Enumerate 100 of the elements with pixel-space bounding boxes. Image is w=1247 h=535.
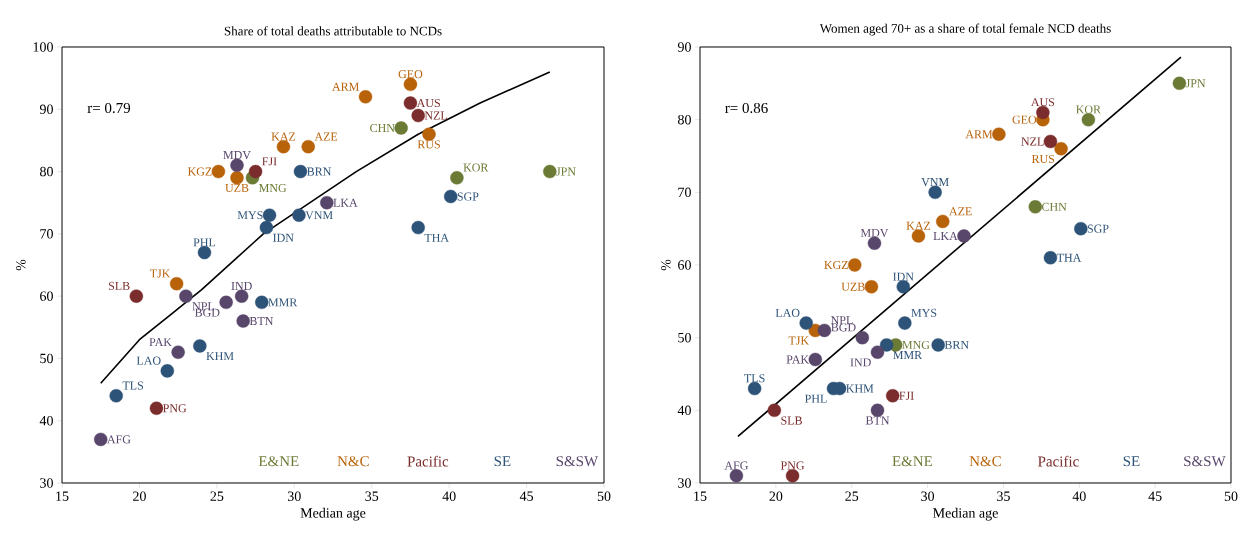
point (896, 280, 910, 294)
point (422, 127, 436, 141)
x-tick-label: 20 (769, 491, 783, 501)
point (543, 164, 557, 179)
annotation: BTN (865, 416, 890, 425)
point (957, 229, 971, 243)
point (149, 401, 164, 415)
point (171, 345, 185, 359)
annotation: THA (424, 233, 449, 242)
point (262, 208, 277, 222)
point (193, 339, 207, 353)
annotation: AZE (314, 132, 338, 141)
point (870, 345, 885, 359)
text: E&NE (892, 456, 933, 467)
annotation: AZE (949, 207, 972, 216)
annotation: FJI (262, 157, 277, 166)
point (1172, 76, 1187, 91)
x-tick-label: 50 (597, 491, 611, 501)
point (259, 220, 274, 235)
point (885, 389, 900, 403)
annotation: AUS (416, 99, 440, 108)
annotation: NPL (830, 316, 853, 325)
annotation: KAZ (271, 132, 296, 141)
point (864, 280, 879, 294)
annotation: PHL (193, 238, 216, 247)
annotation: LKA (333, 198, 358, 207)
x-tick-label: 45 (519, 491, 534, 501)
x-tick-label: 15 (694, 491, 707, 501)
point (301, 139, 315, 154)
point (1043, 251, 1058, 265)
point (879, 338, 894, 352)
point (94, 432, 108, 447)
point (444, 189, 458, 204)
point (808, 352, 823, 367)
y-tick-label: 70 (40, 229, 53, 239)
annotation: r= 0.79 (87, 102, 131, 114)
x-tick-label: 25 (845, 491, 859, 501)
point (109, 389, 123, 403)
annotation: MMR (268, 298, 298, 307)
text: N&C (969, 456, 1001, 467)
text: Pacific (407, 455, 449, 467)
point (230, 158, 244, 173)
y-tick-label: 50 (40, 353, 53, 364)
annotation: NZL (424, 111, 447, 120)
annotation: MNG (902, 340, 930, 349)
annotation: LAO (775, 308, 800, 317)
x-tick-label: 30 (921, 491, 935, 501)
annotation: PNG (163, 404, 187, 413)
annotation: FJI (899, 391, 914, 400)
y-tick-label: 80 (40, 166, 53, 177)
annotation: MYS (237, 211, 263, 220)
annotation: GEO (1012, 115, 1037, 124)
y-tick-label: 60 (40, 291, 53, 301)
point (911, 229, 926, 243)
point (129, 289, 144, 303)
annotation: MDV (860, 228, 889, 237)
annotation: KOR (463, 163, 489, 172)
annotation: TLS (122, 381, 144, 390)
annotation: BGD (831, 323, 856, 332)
annotation: AUS (1030, 98, 1055, 107)
annotation: IDN (893, 272, 914, 281)
annotation: UZB (225, 184, 249, 192)
y-tick-label: 40 (677, 405, 691, 416)
y-tick-label: 90 (39, 104, 53, 115)
annotation: AFG (724, 461, 749, 470)
annotation: r= 0.86 (725, 102, 768, 114)
x-tick-label: 40 (1072, 491, 1086, 501)
annotation: VNM (305, 211, 333, 220)
annotation: UZB (841, 282, 865, 291)
annotation: BRN (307, 167, 332, 176)
point (411, 108, 425, 123)
point (1043, 134, 1058, 149)
point (211, 164, 226, 179)
point (160, 364, 175, 378)
annotation: RUS (417, 140, 440, 149)
annotation: IND (850, 358, 871, 367)
text: E&NE (258, 456, 299, 467)
point (169, 276, 184, 291)
x-tick-label: 50 (1224, 491, 1238, 501)
point (236, 314, 250, 328)
annotation: MMR (893, 351, 923, 359)
annotation: TJK (149, 269, 171, 278)
annotation: TLS (744, 374, 765, 383)
annotation: PNG (780, 461, 805, 470)
point (855, 330, 870, 345)
y-axis-title: % (16, 259, 26, 271)
annotation: LAO (136, 356, 161, 365)
point (848, 258, 862, 272)
annotation: IDN (273, 233, 294, 242)
annotation: RUS (1031, 154, 1055, 163)
annotation: KAZ (906, 221, 931, 230)
annotation: PAK (149, 338, 172, 346)
annotation: KGZ (824, 260, 848, 270)
point (785, 469, 800, 483)
chart-title: Women aged 70+ as a share of total female NCD deaths (819, 23, 1111, 36)
point (179, 289, 193, 303)
annotation: ARM (332, 82, 359, 91)
annotation: SLB (108, 281, 130, 290)
point (799, 316, 813, 330)
y-tick-label: 70 (678, 187, 691, 198)
